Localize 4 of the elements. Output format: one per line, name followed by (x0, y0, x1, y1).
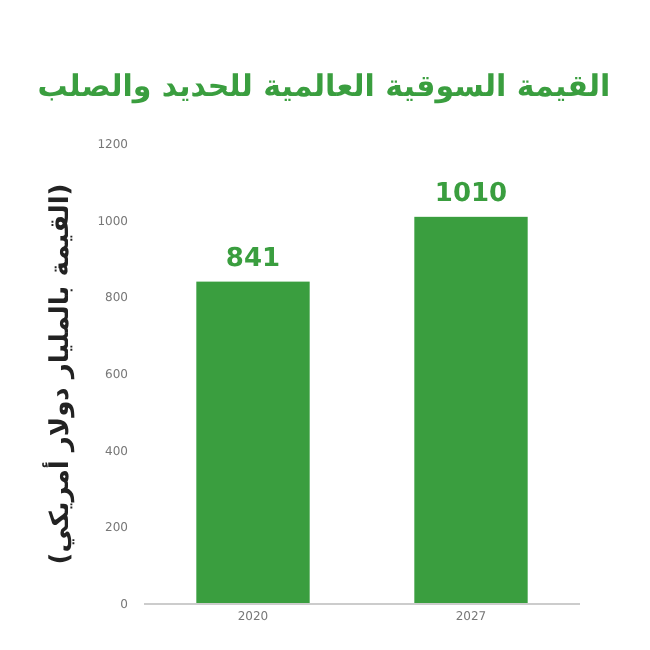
data-label: 1010 (434, 178, 508, 209)
data-label: 841 (225, 243, 281, 274)
y-axis-title: (القيمة بالمليار دولار أمريكي) (42, 183, 76, 565)
chart-title: القيمة السوقية العالمية للحديد والصلب (37, 68, 611, 104)
